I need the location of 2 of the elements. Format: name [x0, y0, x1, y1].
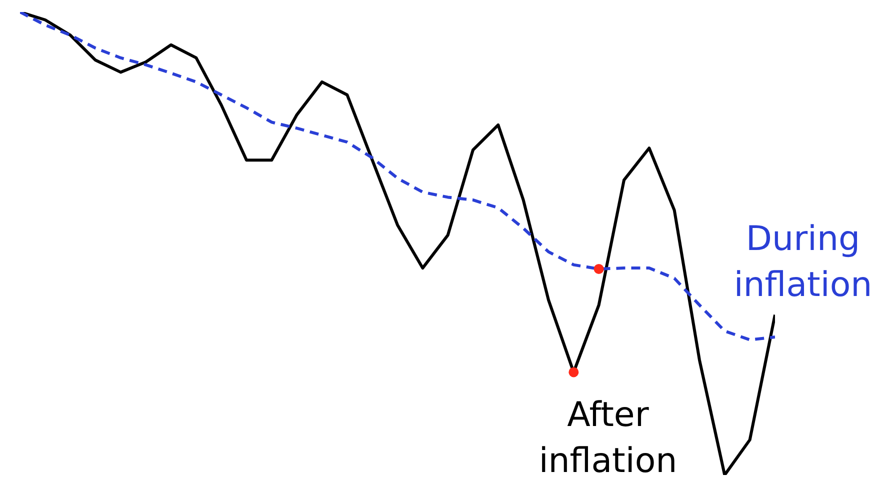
series-label: During inflation — [732, 218, 874, 307]
series-label: After inflation — [538, 394, 678, 483]
